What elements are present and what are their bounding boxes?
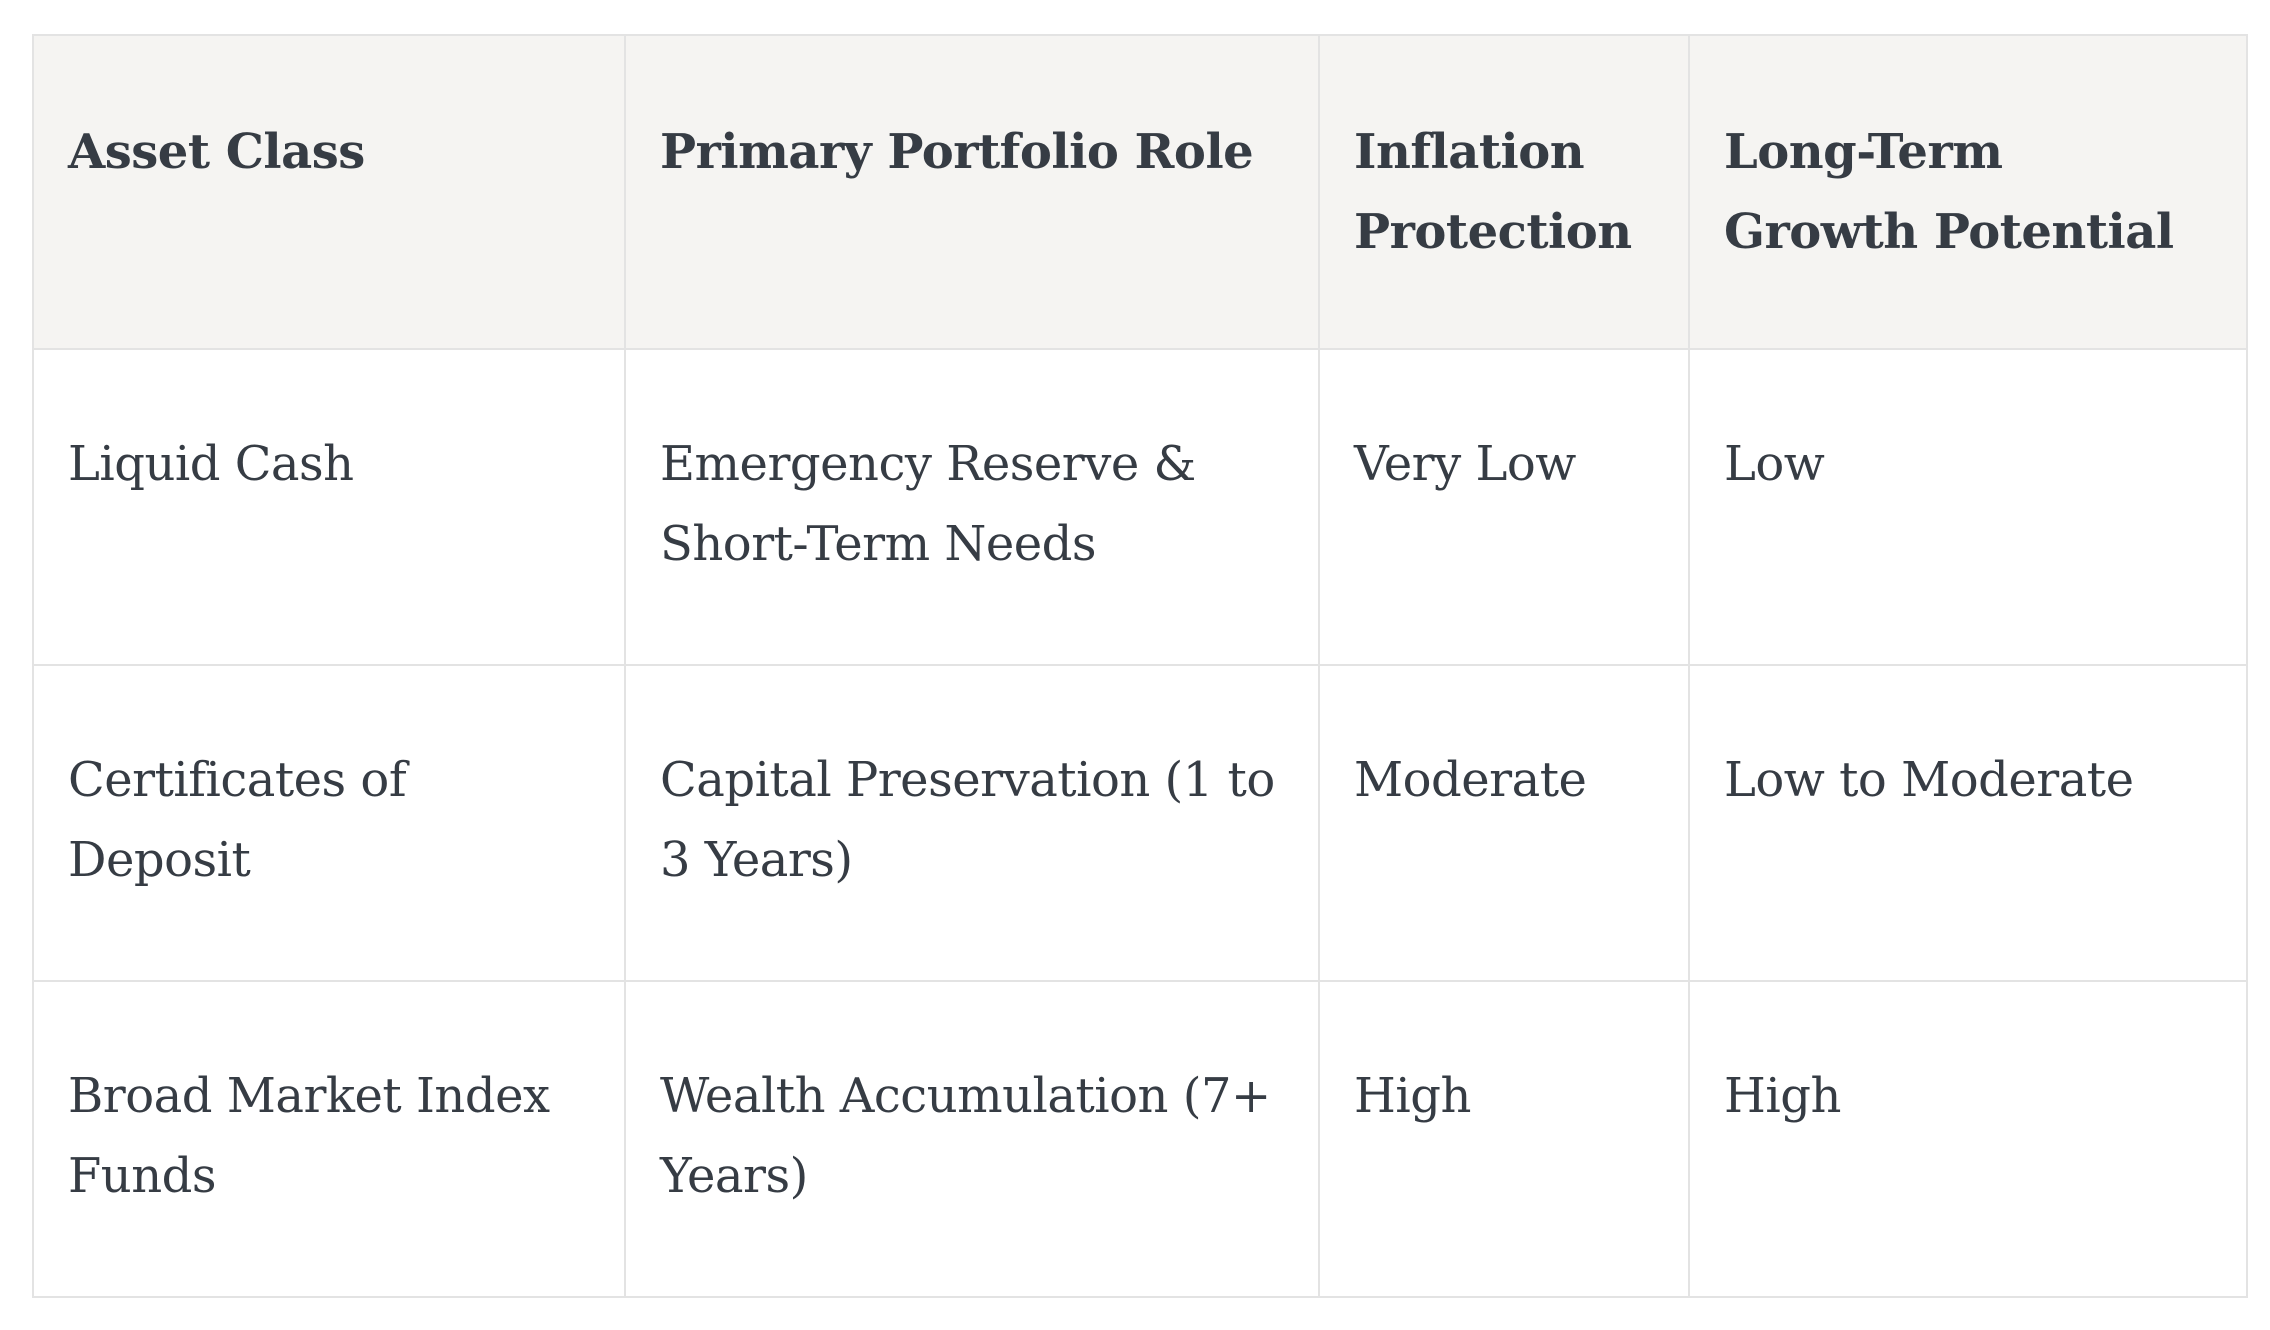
cell-asset-class: Liquid Cash (32, 348, 626, 666)
asset-comparison-table: Asset Class Primary Portfolio Role Infla… (32, 34, 2248, 1298)
cell-growth-potential: High (1688, 980, 2248, 1298)
cell-growth-potential: Low to Moderate (1688, 664, 2248, 982)
cell-inflation-protection: Moderate (1318, 664, 1690, 982)
cell-growth-potential: Low (1688, 348, 2248, 666)
header-row: Asset Class Primary Portfolio Role Infla… (32, 34, 2248, 350)
table-row: Certificates of Deposit Capital Preserva… (32, 664, 2248, 982)
cell-inflation-protection: Very Low (1318, 348, 1690, 666)
cell-asset-class: Certificates of Deposit (32, 664, 626, 982)
cell-portfolio-role: Emergency Reserve & Short-Term Needs (624, 348, 1320, 666)
table-row: Broad Market Index Funds Wealth Accumula… (32, 980, 2248, 1298)
header-primary-portfolio-role: Primary Portfolio Role (624, 34, 1320, 350)
table-row: Liquid Cash Emergency Reserve & Short-Te… (32, 348, 2248, 666)
header-long-term-growth-potential: Long-Term Growth Potential (1688, 34, 2248, 350)
cell-portfolio-role: Capital Preservation (1 to 3 Years) (624, 664, 1320, 982)
cell-portfolio-role: Wealth Accumulation (7+ Years) (624, 980, 1320, 1298)
comparison-table-container: Asset Class Primary Portfolio Role Infla… (32, 34, 2248, 1298)
cell-asset-class: Broad Market Index Funds (32, 980, 626, 1298)
header-asset-class: Asset Class (32, 34, 626, 350)
table-header: Asset Class Primary Portfolio Role Infla… (32, 34, 2248, 350)
table-body: Liquid Cash Emergency Reserve & Short-Te… (32, 348, 2248, 1298)
header-inflation-protection: Inflation Protection (1318, 34, 1690, 350)
cell-inflation-protection: High (1318, 980, 1690, 1298)
